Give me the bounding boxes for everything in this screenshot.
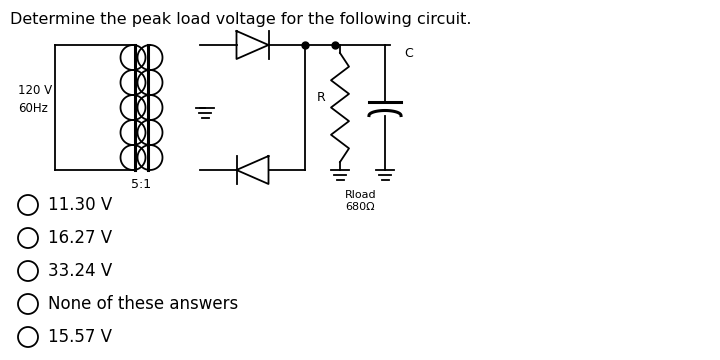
- Text: 33.24 V: 33.24 V: [48, 262, 112, 280]
- Text: Rload: Rload: [345, 190, 377, 200]
- Text: None of these answers: None of these answers: [48, 295, 238, 313]
- Text: Determine the peak load voltage for the following circuit.: Determine the peak load voltage for the …: [10, 12, 472, 27]
- Text: 60Hz: 60Hz: [18, 102, 48, 114]
- Text: 11.30 V: 11.30 V: [48, 196, 112, 214]
- Text: 680Ω: 680Ω: [345, 202, 374, 212]
- Text: 15.57 V: 15.57 V: [48, 328, 112, 346]
- Text: 16.27 V: 16.27 V: [48, 229, 112, 247]
- Text: 5:1: 5:1: [132, 178, 152, 191]
- Text: C: C: [404, 47, 413, 60]
- Text: 120 V: 120 V: [18, 84, 52, 96]
- Text: R: R: [318, 91, 326, 104]
